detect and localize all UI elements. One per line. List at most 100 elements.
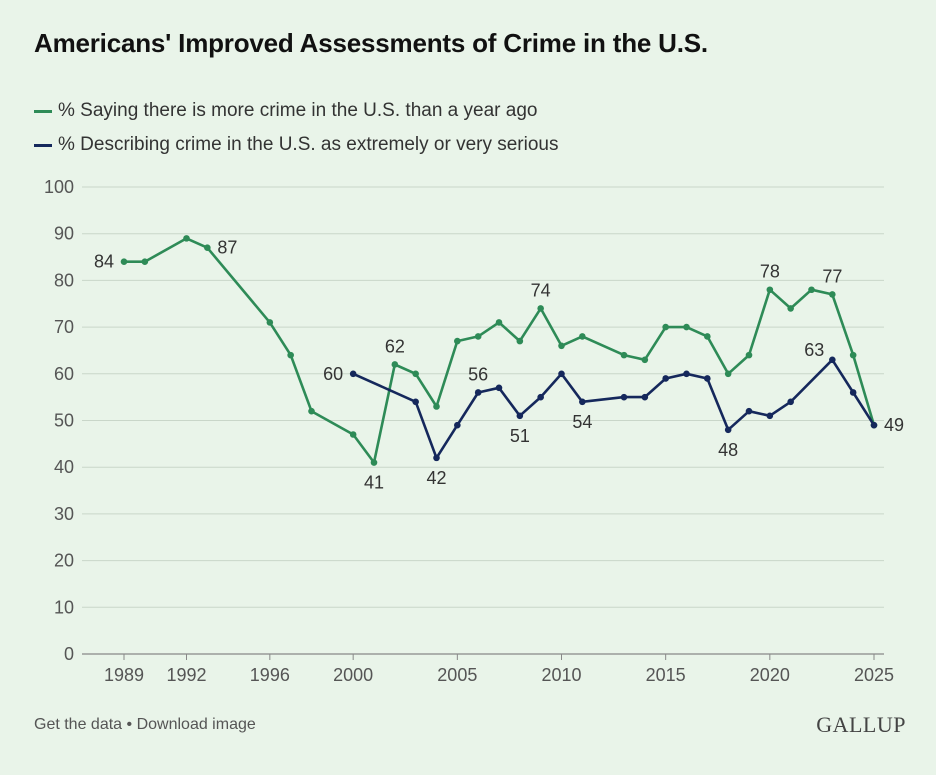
data-point-0	[391, 361, 399, 368]
data-label: 63	[804, 340, 824, 360]
data-point-0	[120, 258, 128, 266]
x-tick-label: 2020	[750, 665, 790, 685]
data-point-1	[745, 407, 753, 415]
data-label: 56	[468, 364, 488, 384]
data-label: 74	[531, 280, 551, 300]
data-label: 51	[510, 426, 530, 446]
data-point-1	[516, 412, 524, 420]
y-tick-label: 30	[54, 504, 74, 524]
data-point-1	[829, 356, 836, 364]
get-data-link[interactable]: Get the data	[34, 716, 123, 733]
data-label: 42	[426, 468, 446, 488]
data-point-0	[308, 407, 315, 415]
data-point-1	[349, 370, 357, 378]
data-point-1	[683, 370, 690, 378]
data-point-0	[516, 337, 524, 345]
data-point-0	[537, 305, 544, 312]
data-point-0	[412, 370, 419, 378]
data-label: 78	[760, 262, 780, 282]
data-point-1	[620, 393, 628, 401]
data-point-1	[787, 398, 794, 406]
y-tick-label: 0	[64, 644, 74, 664]
data-point-0	[370, 459, 378, 466]
data-point-1	[537, 393, 544, 401]
legend-swatch-more-crime	[34, 109, 52, 113]
data-point-0	[724, 370, 732, 378]
data-label: 84	[94, 252, 114, 272]
legend-label-more-crime: % Saying there is more crime in the U.S.…	[58, 100, 538, 121]
data-point-1	[662, 375, 669, 382]
data-point-0	[662, 323, 669, 331]
data-point-1	[558, 370, 565, 378]
x-tick-label: 1989	[104, 665, 144, 685]
y-tick-label: 100	[44, 177, 74, 197]
data-point-0	[183, 235, 190, 242]
x-tick-label: 1992	[166, 665, 206, 685]
data-point-1	[454, 421, 461, 429]
data-point-0	[433, 403, 440, 410]
y-tick-label: 90	[54, 224, 74, 244]
data-point-0	[579, 333, 586, 340]
data-point-1	[870, 421, 878, 429]
data-point-1	[724, 426, 732, 434]
footer-links: Get the data • Download image	[34, 716, 256, 734]
series-line-0	[124, 237, 876, 464]
data-point-1	[412, 398, 419, 406]
data-point-0	[287, 351, 294, 359]
gallup-logo: GALLUP	[816, 712, 906, 737]
legend-item-serious: % Describing crime in the U.S. as extrem…	[34, 128, 559, 162]
data-point-1	[474, 389, 482, 396]
data-point-0	[808, 286, 815, 294]
x-tick-label: 2025	[854, 665, 894, 685]
x-tick-label: 2005	[437, 665, 477, 685]
legend-item-more-crime: % Saying there is more crime in the U.S.…	[34, 94, 559, 128]
data-point-1	[641, 393, 649, 401]
data-point-0	[745, 351, 753, 359]
download-image-link[interactable]: Download image	[136, 716, 256, 733]
data-point-1	[766, 412, 774, 420]
y-tick-label: 20	[54, 551, 74, 571]
data-label: 60	[323, 364, 343, 384]
data-point-1	[849, 389, 857, 396]
y-tick-label: 70	[54, 317, 74, 337]
data-point-0	[641, 356, 649, 364]
data-label: 62	[385, 336, 405, 356]
data-label: 48	[718, 440, 738, 460]
legend-label-serious: % Describing crime in the U.S. as extrem…	[58, 134, 559, 155]
data-point-0	[829, 291, 836, 298]
x-tick-label: 2010	[541, 665, 581, 685]
x-tick-label: 1996	[250, 665, 290, 685]
data-label: 87	[217, 238, 237, 258]
data-point-0	[204, 244, 211, 252]
y-tick-label: 40	[54, 457, 74, 477]
data-label: 77	[822, 266, 842, 286]
data-point-0	[683, 323, 690, 331]
data-point-0	[787, 305, 794, 312]
y-tick-label: 60	[54, 364, 74, 384]
data-point-0	[704, 333, 711, 340]
data-point-0	[849, 351, 857, 359]
legend: % Saying there is more crime in the U.S.…	[34, 94, 559, 162]
x-tick-label: 2015	[646, 665, 686, 685]
data-label: 49	[884, 415, 904, 435]
data-point-0	[766, 286, 774, 294]
data-point-0	[495, 319, 503, 326]
data-point-0	[349, 431, 357, 438]
y-tick-label: 50	[54, 411, 74, 431]
data-point-0	[454, 337, 461, 345]
series-line-1	[352, 358, 876, 460]
data-point-0	[266, 319, 274, 326]
data-label: 54	[572, 412, 592, 432]
data-point-0	[474, 333, 482, 340]
data-point-1	[433, 454, 440, 462]
chart-title: Americans' Improved Assessments of Crime…	[34, 28, 708, 58]
footer-separator: •	[126, 716, 133, 733]
data-point-0	[141, 258, 149, 266]
data-point-1	[495, 384, 503, 392]
y-tick-label: 80	[54, 270, 74, 290]
data-label: 41	[364, 473, 384, 493]
y-tick-label: 10	[54, 597, 74, 617]
data-point-0	[558, 342, 565, 350]
data-point-1	[579, 398, 586, 406]
x-tick-label: 2000	[333, 665, 373, 685]
